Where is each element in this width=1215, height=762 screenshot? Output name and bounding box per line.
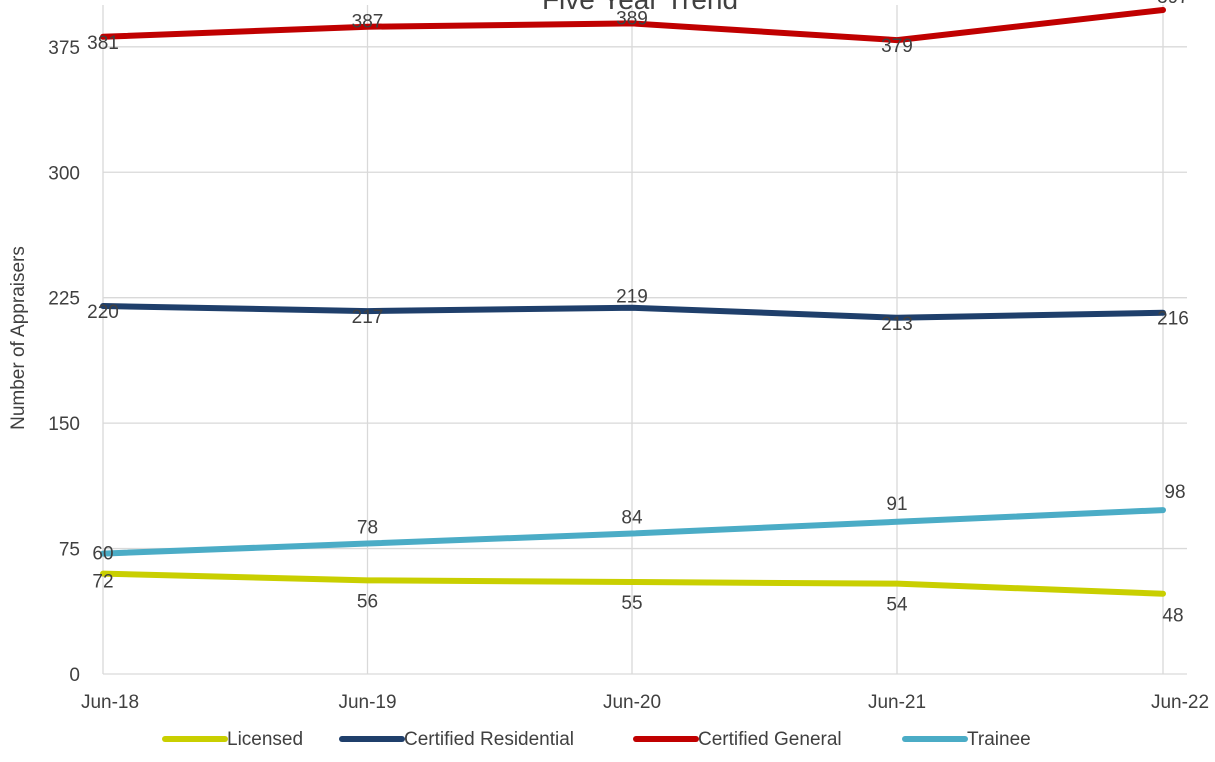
data-label: 72 <box>92 572 113 593</box>
data-label: 389 <box>616 8 648 29</box>
x-tick-label: Jun-20 <box>603 692 661 713</box>
y-axis-label: Number of Appraisers <box>8 246 29 430</box>
series-line-trainee <box>100 507 1166 557</box>
data-label: 78 <box>357 518 378 539</box>
y-tick-label: 150 <box>48 414 80 435</box>
data-label: 91 <box>886 494 907 515</box>
series-line-certified-general <box>100 7 1166 44</box>
legend: Licensed Certified Residential Certified G… <box>162 729 1031 750</box>
series-line-licensed <box>100 570 1166 597</box>
data-label: 54 <box>886 595 908 616</box>
legend-item-licensed: Licensed <box>162 729 303 750</box>
series-line-certified-residential <box>100 303 1166 321</box>
data-label: 397 <box>1157 0 1189 8</box>
chart-title: Five Year Trend <box>542 0 738 15</box>
data-label: 219 <box>616 287 648 308</box>
data-label: 55 <box>621 593 642 614</box>
data-label: 48 <box>1162 606 1183 627</box>
axis-labels: 0 75 150 225 300 375 Jun-18 Jun-19 Jun-20 Jun-21 J… <box>48 38 1209 713</box>
data-label: 387 <box>352 12 384 33</box>
y-tick-label: 375 <box>48 38 80 59</box>
data-label: 98 <box>1164 482 1185 503</box>
data-label: 379 <box>881 36 913 57</box>
y-tick-label: 300 <box>48 163 80 184</box>
data-label: 56 <box>357 591 378 612</box>
legend-item-certified-residential: Certified Residential <box>339 729 574 750</box>
legend-label: Certified General <box>698 729 842 750</box>
x-tick-label: Jun-19 <box>338 692 396 713</box>
data-label: 217 <box>352 307 384 328</box>
x-tick-label: Jun-22 <box>1151 692 1209 713</box>
legend-label: Trainee <box>967 729 1031 750</box>
series-lines <box>100 7 1166 597</box>
legend-label: Licensed <box>227 729 303 750</box>
legend-item-trainee: Trainee <box>902 729 1031 750</box>
x-tick-label: Jun-21 <box>868 692 926 713</box>
data-label: 84 <box>621 508 643 529</box>
y-tick-label: 225 <box>48 289 80 310</box>
data-labels: 72 56 55 54 48 220 217 219 213 216 381 387 389 379 397… <box>87 0 1189 627</box>
gridlines <box>102 5 1187 675</box>
x-tick-label: Jun-18 <box>81 692 139 713</box>
legend-item-certified-general: Certified General <box>633 729 842 750</box>
data-label: 213 <box>881 314 913 335</box>
data-label: 220 <box>87 302 119 323</box>
y-tick-label: 75 <box>59 540 80 561</box>
legend-label: Certified Residential <box>404 729 574 750</box>
data-label: 381 <box>87 33 119 54</box>
y-tick-label: 0 <box>69 665 80 686</box>
data-label: 216 <box>1157 309 1189 330</box>
data-label: 60 <box>92 544 113 565</box>
